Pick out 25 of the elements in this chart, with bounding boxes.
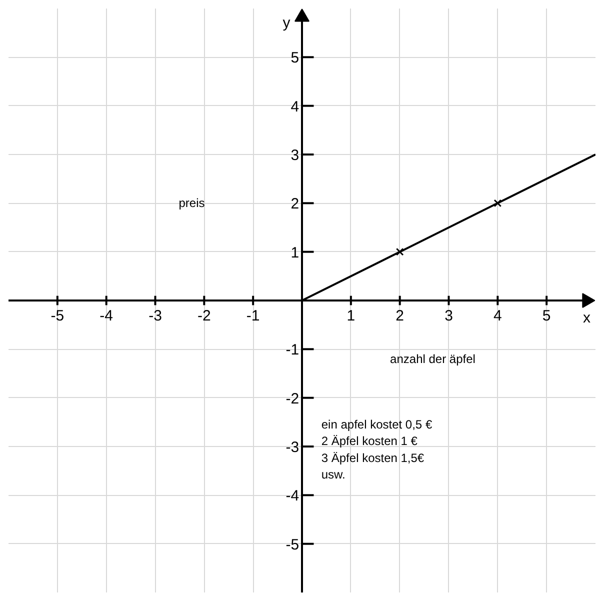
y-tick-label: -1 — [286, 342, 300, 359]
x-tick-label: -1 — [246, 307, 260, 324]
y-tick-label: 1 — [290, 244, 300, 262]
x-tick-label: -3 — [148, 307, 162, 324]
y-tick-label: 2 — [290, 196, 300, 213]
y-tick-label: 3 — [290, 147, 300, 164]
x-tick-label: 5 — [542, 307, 551, 324]
x-tick-label: -4 — [100, 307, 114, 324]
y-tick-label: 5 — [290, 50, 300, 67]
y-tick-label: 4 — [290, 98, 300, 116]
y-axis-title: y — [282, 14, 291, 32]
x-axis-title: x — [582, 309, 591, 326]
annotation: ein apfel kostet 0,5 € 2 Äpfel kosten 1 € 3 Äpfel kosten 1,5€ usw. — [321, 417, 432, 482]
x-tick-label: 1 — [346, 307, 356, 324]
y-tick-label: -2 — [286, 390, 300, 408]
y-tick-label: -5 — [286, 536, 300, 554]
x-tick-label: -2 — [198, 307, 211, 324]
x-tick-label: 4 — [493, 307, 502, 324]
x-tick-label: 3 — [444, 307, 453, 324]
y-tick-label: -4 — [286, 488, 300, 505]
y-tick-label: -3 — [286, 439, 300, 456]
annotation: preis — [178, 196, 205, 210]
x-tick-label: -5 — [50, 307, 64, 324]
x-tick-label: 2 — [396, 307, 404, 324]
annotation: anzahl der äpfel — [390, 352, 476, 366]
